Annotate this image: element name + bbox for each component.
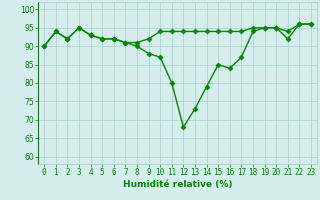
X-axis label: Humidité relative (%): Humidité relative (%): [123, 180, 232, 189]
